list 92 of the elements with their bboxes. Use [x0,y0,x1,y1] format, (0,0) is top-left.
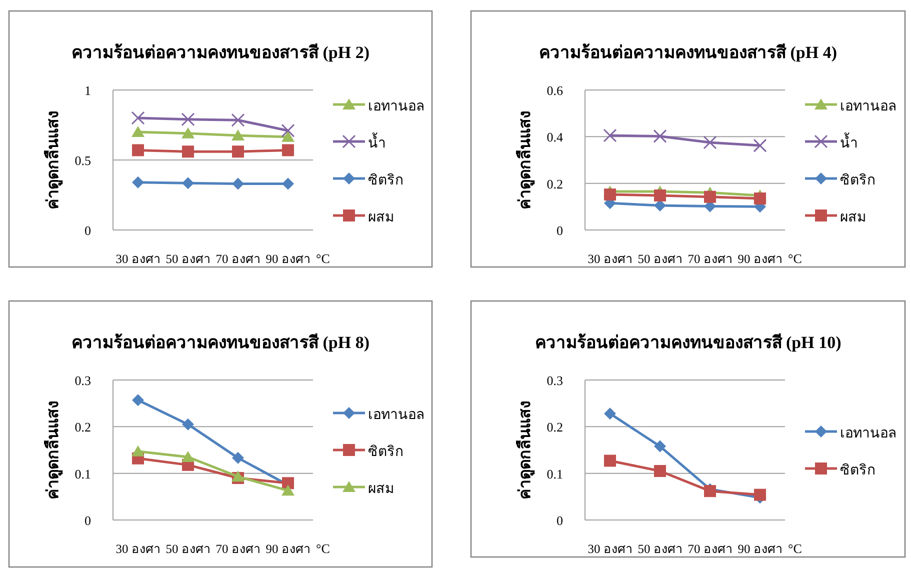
chart-title: ความร้อนต่อความคงทนของสารสี (pH 8) [72,332,370,352]
point [282,484,294,496]
chart-title: ความร้อนต่อความคงทนของสารสี (pH 10) [534,332,842,352]
point [181,112,195,126]
point [232,146,244,158]
chart-title: ความร้อนต่อความคงทนของสารสี (pH 2) [72,42,370,62]
x-tick-label: 50 องศา [166,252,210,266]
legend-label: ผสม [368,482,394,497]
point [132,126,144,137]
x-tick-label: 90 องศา [738,252,782,266]
legend-label: เอทานอล [840,100,897,114]
point [182,127,194,138]
y-axis-title: ค่าดูดกลืนแสง [516,110,536,210]
y-tick-label: 0.6 [546,83,564,98]
y-tick-label: 0.1 [546,466,563,482]
y-tick-label: 0.1 [74,466,91,482]
x-axis-title: °C [316,251,330,266]
y-axis-title: ค่าดูดกลืนแสง [44,110,64,210]
legend-label: น้ำ [368,132,386,152]
point [132,144,144,156]
y-tick-label: 0.2 [546,176,563,192]
legend-label: ผสม [368,210,394,226]
x-tick-label: 30 องศา [116,542,160,556]
legend-label: ซิตริก [840,174,875,188]
point [654,465,666,477]
point [654,200,666,212]
x-tick-label: 50 องศา [166,542,210,556]
point [231,113,245,127]
point [604,454,616,467]
point [132,176,144,188]
point [603,128,617,142]
point [754,488,766,501]
point [282,178,294,190]
legend-label: เอทานอล [368,100,425,114]
y-tick-label: 0.5 [74,153,91,168]
y-tick-label: 0.4 [546,130,564,145]
y-tick-label: 0 [556,513,563,528]
point [182,177,194,190]
point [132,394,144,406]
point [654,189,666,202]
point [282,130,294,142]
x-tick-label: 90 องศา [738,542,782,556]
x-tick-label: 70 องศา [688,542,732,556]
point [232,178,244,190]
point [182,451,194,462]
y-tick-label: 0 [84,223,91,238]
y-tick-label: 1 [84,83,91,98]
x-tick-label: 50 องศา [638,252,682,266]
x-tick-label: 70 องศา [688,252,732,266]
point [131,111,145,125]
point [653,129,667,143]
point [232,130,244,140]
legend-label: ซิตริก [840,464,875,478]
point [282,144,294,156]
x-tick-label: 30 องศา [116,252,160,266]
x-tick-label: 70 องศา [216,542,260,556]
x-tick-label: 90 องศา [266,252,310,266]
point [232,452,244,464]
point [604,188,616,201]
legend-label: เอทานอล [368,408,425,423]
legend-label: ซิตริก [368,174,403,188]
y-tick-label: 0 [556,223,563,238]
point [754,192,766,204]
x-axis-title: °C [316,541,330,556]
x-tick-label: 50 องศา [638,542,682,556]
point [182,418,194,430]
point [654,440,666,452]
point [753,138,767,152]
point [604,408,616,420]
x-tick-label: 30 องศา [588,252,632,266]
point [703,136,717,150]
x-axis-title: °C [788,541,802,556]
y-axis-title: ค่าดูดกลืนแสง [516,400,536,500]
x-tick-label: 90 องศา [266,542,310,556]
y-tick-label: 0.3 [74,373,91,388]
legend-label: ซิตริก [368,445,403,460]
chart-title: ความร้อนต่อความคงทนของสารสี (pH 4) [539,42,837,62]
y-tick-label: 0.3 [546,373,563,388]
x-tick-label: 30 องศา [588,542,632,556]
point [281,124,295,138]
x-axis-title: °C [788,251,802,266]
y-tick-label: 0.2 [74,420,91,435]
legend-label: เอทานอล [840,426,897,442]
point [182,146,194,158]
x-tick-label: 70 องศา [216,252,260,266]
legend-label: น้ำ [840,132,858,152]
legend-label: ผสม [840,210,866,226]
y-axis-title: ค่าดูดกลืนแสง [44,400,64,500]
point [704,190,716,203]
point [132,445,144,456]
y-tick-label: 0.2 [546,420,563,435]
y-tick-label: 0 [84,513,91,528]
